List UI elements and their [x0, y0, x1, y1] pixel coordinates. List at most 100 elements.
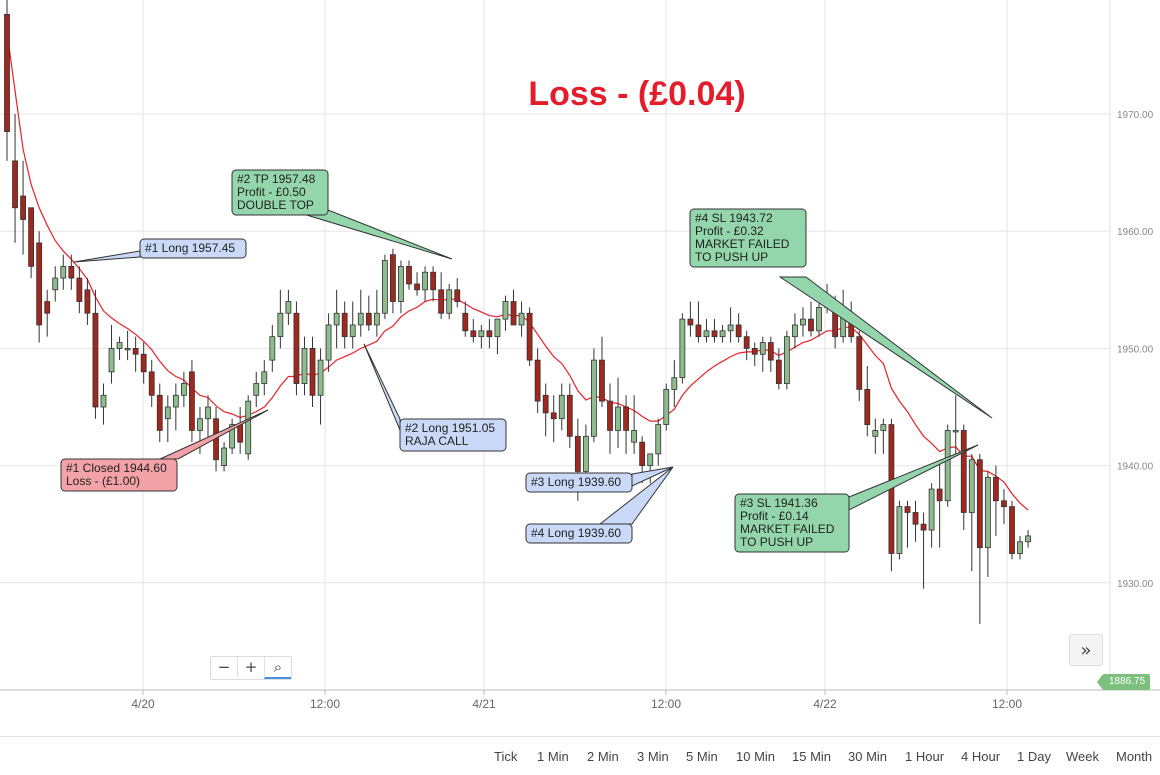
candle [743, 330, 750, 361]
timeframe-tick[interactable]: Tick [494, 749, 518, 764]
candle-body [197, 418, 203, 431]
candle-body [253, 383, 260, 396]
timeframe-month[interactable]: Month [1116, 749, 1153, 764]
annotation-text: #3 SL 1941.36 [740, 496, 818, 510]
candle-body [52, 277, 59, 291]
candle-body [100, 394, 107, 408]
candle-body [390, 254, 396, 302]
candle-body [783, 336, 790, 384]
candle-body [341, 312, 348, 338]
candle-body [775, 359, 782, 384]
candle [156, 383, 163, 443]
y-tick-label: 1940.00 [1117, 462, 1154, 473]
candle [542, 383, 549, 437]
zoom-in-button[interactable]: + [237, 657, 264, 677]
candle [253, 371, 260, 407]
candle-body [751, 347, 758, 355]
candle-body [44, 301, 51, 314]
candle-body [92, 312, 99, 408]
candle-body [952, 430, 959, 433]
candle-body [816, 306, 822, 332]
candle [864, 365, 871, 437]
timeframe-week[interactable]: Week [1066, 749, 1099, 764]
candle [373, 289, 380, 337]
candle [510, 289, 517, 326]
candle-body [309, 347, 316, 396]
candle-body [510, 301, 517, 326]
candle [60, 254, 67, 290]
candle-body [711, 330, 718, 338]
candle-body [365, 312, 372, 326]
candle [365, 295, 372, 331]
timeframe-30-min[interactable]: 30 Min [848, 749, 888, 764]
candle-body [108, 347, 115, 373]
annotation-text: DOUBLE TOP [237, 198, 314, 212]
candle [422, 266, 428, 302]
candle [518, 301, 525, 337]
candle [454, 278, 461, 308]
timeframe-15-min[interactable]: 15 Min [792, 749, 832, 764]
timeframe-3-min[interactable]: 3 Min [637, 749, 669, 764]
candle [872, 418, 879, 454]
candle [1025, 530, 1031, 548]
candle [703, 319, 710, 343]
timeframe-2-min[interactable]: 2 Min [587, 749, 619, 764]
candle [164, 395, 171, 443]
candle [591, 348, 597, 443]
candle-body [317, 359, 324, 396]
candle [277, 289, 284, 349]
zoom-reset-icon[interactable]: ⌕ [264, 657, 291, 679]
candle [993, 465, 999, 536]
price-axis: 1970.00 1960.00 1950.00 1940.00 1930.00 [1117, 110, 1154, 590]
candle [285, 289, 292, 325]
timeframe-5-min[interactable]: 5 Min [686, 749, 718, 764]
timeframe-1-hour[interactable]: 1 Hour [905, 749, 945, 764]
candle [317, 348, 324, 425]
candle-body [864, 389, 871, 425]
timeframe-1-day[interactable]: 1 Day [1017, 749, 1051, 764]
gridlines [0, 0, 1110, 690]
expand-chart-button[interactable]: » [1069, 634, 1103, 666]
candle [663, 383, 670, 431]
candle [390, 248, 396, 314]
candle-body [132, 347, 139, 355]
candle [904, 500, 911, 548]
candle-body [607, 400, 613, 431]
candle [968, 453, 975, 572]
candle-body [414, 283, 420, 291]
candle [526, 307, 533, 366]
candle-body [550, 412, 557, 420]
candle [896, 500, 903, 560]
candle [108, 324, 115, 384]
candle-body [743, 336, 750, 349]
zoom-out-button[interactable]: − [217, 658, 231, 676]
candle [792, 313, 798, 349]
candle-body [172, 394, 179, 408]
candle [172, 383, 179, 431]
candle-body [936, 488, 943, 502]
candle [1017, 535, 1023, 560]
time-axis: 4/20 12:00 4/21 12:00 4/22 12:00 [131, 690, 1022, 711]
timeframe-4-hour[interactable]: 4 Hour [961, 749, 1001, 764]
x-tick-label: 12:00 [992, 697, 1022, 711]
candle-body [261, 371, 268, 384]
candle-body [976, 459, 983, 549]
candle [615, 377, 621, 449]
annotation-pointer [778, 276, 993, 419]
candle [727, 307, 734, 343]
annotation-box [399, 418, 507, 452]
candle-body [68, 265, 75, 279]
annotation-text: MARKET FAILED [695, 237, 790, 251]
y-tick-label: 1970.00 [1117, 110, 1154, 121]
candle [140, 342, 147, 384]
timeframe-1-min[interactable]: 1 Min [537, 749, 569, 764]
candle [470, 319, 477, 343]
candle-body [599, 359, 605, 402]
candle [261, 360, 268, 396]
candle [36, 231, 43, 343]
candle [309, 336, 316, 407]
timeframe-10-min[interactable]: 10 Min [736, 749, 776, 764]
candle [984, 471, 991, 577]
y-tick-label: 1950.00 [1117, 344, 1154, 355]
